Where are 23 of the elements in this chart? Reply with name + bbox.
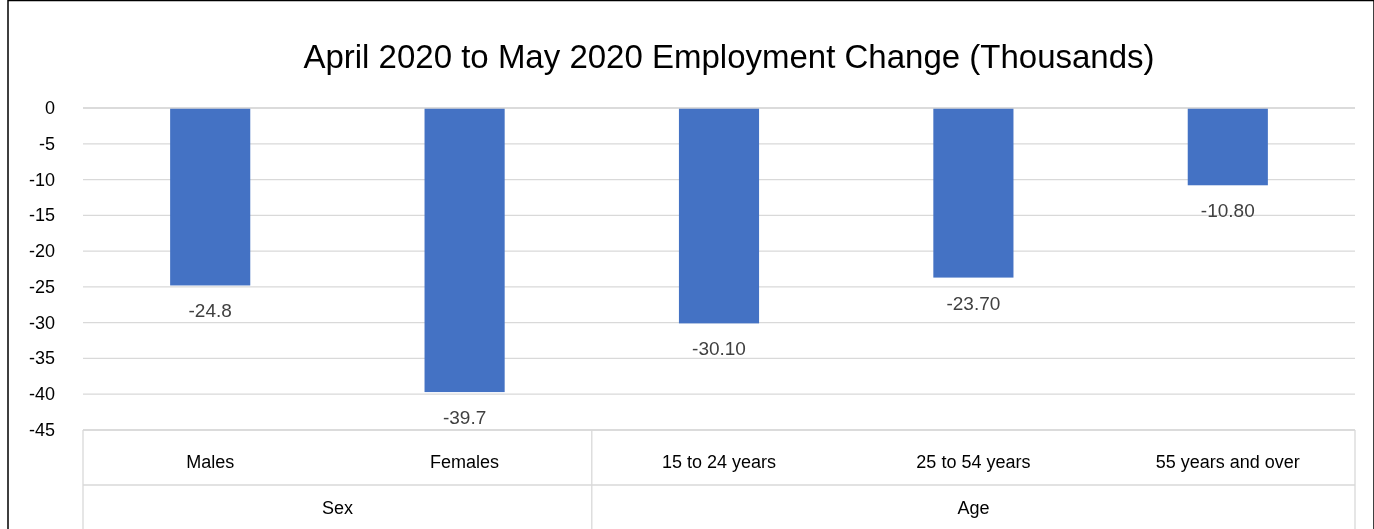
x-tick-label: Males [186,452,235,472]
x-tick-label: 55 years and over [1155,452,1300,472]
x-tick-label: 15 to 24 years [661,452,777,472]
data-label: -10.80 [1200,200,1255,222]
text: Age [957,498,990,518]
data-label: -24.8 [188,300,232,322]
x-tick-label: 25 to 54 years [916,452,1031,472]
y-tick-label: -10 [28,169,55,190]
y-tick-label: -35 [28,348,55,369]
y-tick-label: -45 [28,420,55,440]
y-tick-label: -25 [28,276,55,297]
data-label: -39.7 [442,407,487,429]
y-tick-label: -30 [28,312,55,333]
x-tick-label: Females [430,452,500,472]
y-tick-label: -20 [28,241,55,262]
data-label: -30.10 [692,338,746,360]
text: Sex [321,498,353,518]
y-tick-label: 0 [44,98,55,118]
y-tick-label: -40 [28,384,55,405]
chart-title: April 2020 to May 2020 Employment Change (Thousands) [303,38,1155,75]
data-label: -23.70 [946,292,1001,314]
y-tick-label: -15 [28,205,55,226]
y-tick-label: -5 [38,133,55,154]
